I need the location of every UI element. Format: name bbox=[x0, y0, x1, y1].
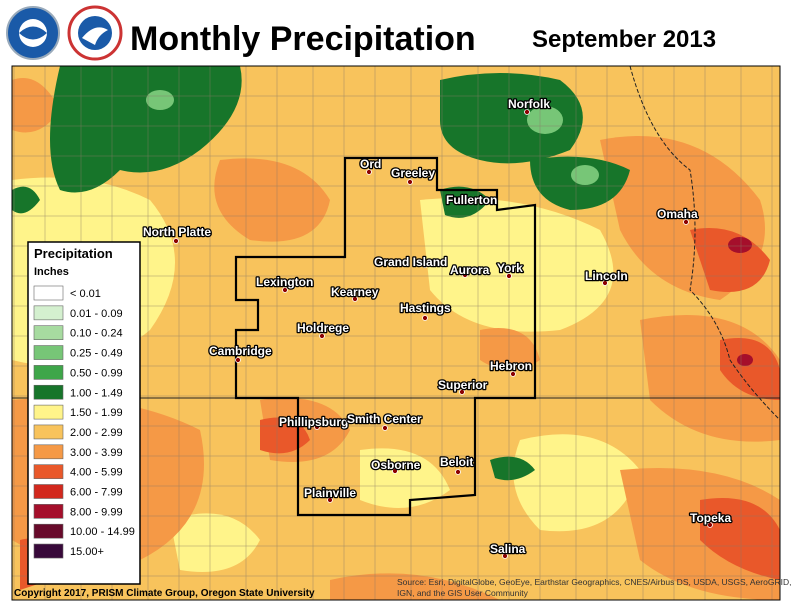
city-label: Norfolk bbox=[508, 97, 550, 111]
legend-swatch bbox=[33, 444, 64, 460]
legend-label: 0.50 - 0.99 bbox=[70, 367, 123, 379]
cities: Norfolk Ord Greeley Fullerton North Platte Om… bbox=[142, 96, 733, 559]
city-dot bbox=[366, 169, 372, 175]
copyright: Copyright 2017, PRISM Climate Group, Ore… bbox=[14, 588, 315, 599]
city-dot bbox=[506, 273, 512, 279]
legend-label: 6.00 - 7.99 bbox=[70, 487, 123, 499]
city-label: Plainville bbox=[304, 486, 356, 500]
city-dot bbox=[319, 333, 325, 339]
city-dot bbox=[422, 315, 428, 321]
city-label: Phillipsburg bbox=[279, 415, 348, 429]
legend: Precipitation Inches < 0.01 0.01 - 0.09 0.… bbox=[27, 241, 141, 585]
legend-label: < 0.01 bbox=[70, 288, 101, 300]
legend-label: 8.00 - 9.99 bbox=[70, 506, 123, 518]
legend-swatch bbox=[33, 543, 64, 559]
map-frame bbox=[11, 65, 781, 601]
city-dot bbox=[282, 287, 288, 293]
city-dot bbox=[459, 389, 465, 395]
city-dot bbox=[422, 262, 428, 268]
legend-units: Inches bbox=[34, 266, 69, 278]
city-label: Smith Center bbox=[347, 412, 422, 426]
legend-label: 1.50 - 1.99 bbox=[70, 407, 123, 419]
period: September 2013 bbox=[532, 26, 716, 53]
city-label: York bbox=[497, 261, 523, 275]
city-label: Aurora bbox=[450, 263, 490, 277]
city-label: Kearney bbox=[331, 285, 379, 299]
legend-swatch bbox=[33, 404, 64, 420]
city-dot bbox=[502, 553, 508, 559]
legend-swatch bbox=[33, 523, 64, 539]
source-line: Source: Esri, DigitalGlobe, GeoEye, Eart… bbox=[397, 577, 791, 587]
city-dot bbox=[462, 272, 468, 278]
city-dot bbox=[327, 497, 333, 503]
legend-label: 0.25 - 0.49 bbox=[70, 348, 123, 360]
title: Monthly Precipitation bbox=[130, 20, 476, 58]
city-label: Cambridge bbox=[209, 344, 272, 358]
legend-label: 4.00 - 5.99 bbox=[70, 467, 123, 479]
city-label: Ord bbox=[360, 157, 381, 171]
legend-label: 0.10 - 0.24 bbox=[70, 328, 123, 340]
legend-label: 10.00 - 14.99 bbox=[70, 526, 135, 538]
city-label: Salina bbox=[490, 542, 526, 556]
city-dot bbox=[382, 425, 388, 431]
city-dot bbox=[352, 296, 358, 302]
legend-swatch bbox=[33, 424, 64, 440]
city-label: Topeka bbox=[690, 511, 731, 525]
city-dot bbox=[602, 280, 608, 286]
city-dot bbox=[467, 197, 473, 203]
city-label: Omaha bbox=[657, 207, 698, 221]
legend-swatch bbox=[33, 504, 64, 519]
legend-label: 1.00 - 1.49 bbox=[70, 387, 123, 399]
city-label: Fullerton bbox=[446, 193, 497, 207]
legend-swatch bbox=[33, 305, 64, 321]
city-dot bbox=[392, 468, 398, 474]
city-dot bbox=[455, 469, 461, 475]
logos bbox=[6, 5, 123, 61]
city-label: Superior bbox=[438, 378, 488, 392]
city-label: Greeley bbox=[391, 166, 435, 180]
city-label: Holdrege bbox=[297, 321, 349, 335]
legend-label: 15.00+ bbox=[70, 546, 104, 558]
city-dot bbox=[683, 219, 689, 225]
city-dot bbox=[173, 238, 179, 244]
city-dot bbox=[510, 371, 516, 377]
city-label: Hastings bbox=[400, 301, 451, 315]
city-label: Lincoln bbox=[585, 269, 628, 283]
legend-swatch bbox=[33, 464, 64, 479]
legend-title: Precipitation bbox=[34, 246, 113, 261]
legend-label: 2.00 - 2.99 bbox=[70, 427, 123, 439]
legend-swatch bbox=[33, 484, 64, 499]
legend-swatch bbox=[33, 365, 64, 380]
source-line: IGN, and the GIS User Community bbox=[397, 588, 529, 598]
city-dot bbox=[707, 522, 713, 528]
city-dot bbox=[235, 357, 241, 363]
city-label: Grand Island bbox=[374, 255, 447, 269]
city-label: Lexington bbox=[256, 275, 313, 289]
city-label: North Platte bbox=[143, 225, 211, 239]
city-label: Hebron bbox=[490, 359, 532, 373]
city-label: Osborne bbox=[371, 458, 421, 472]
city-label: Beloit bbox=[440, 455, 473, 469]
legend-swatch bbox=[33, 384, 64, 400]
city-dot bbox=[314, 424, 320, 430]
city-dot bbox=[524, 109, 530, 115]
legend-swatch bbox=[33, 325, 64, 341]
legend-label: 0.01 - 0.09 bbox=[70, 308, 123, 320]
legend-label: 3.00 - 3.99 bbox=[70, 447, 123, 459]
legend-swatch bbox=[33, 345, 64, 360]
city-dot bbox=[407, 179, 413, 185]
legend-swatch bbox=[33, 285, 64, 301]
